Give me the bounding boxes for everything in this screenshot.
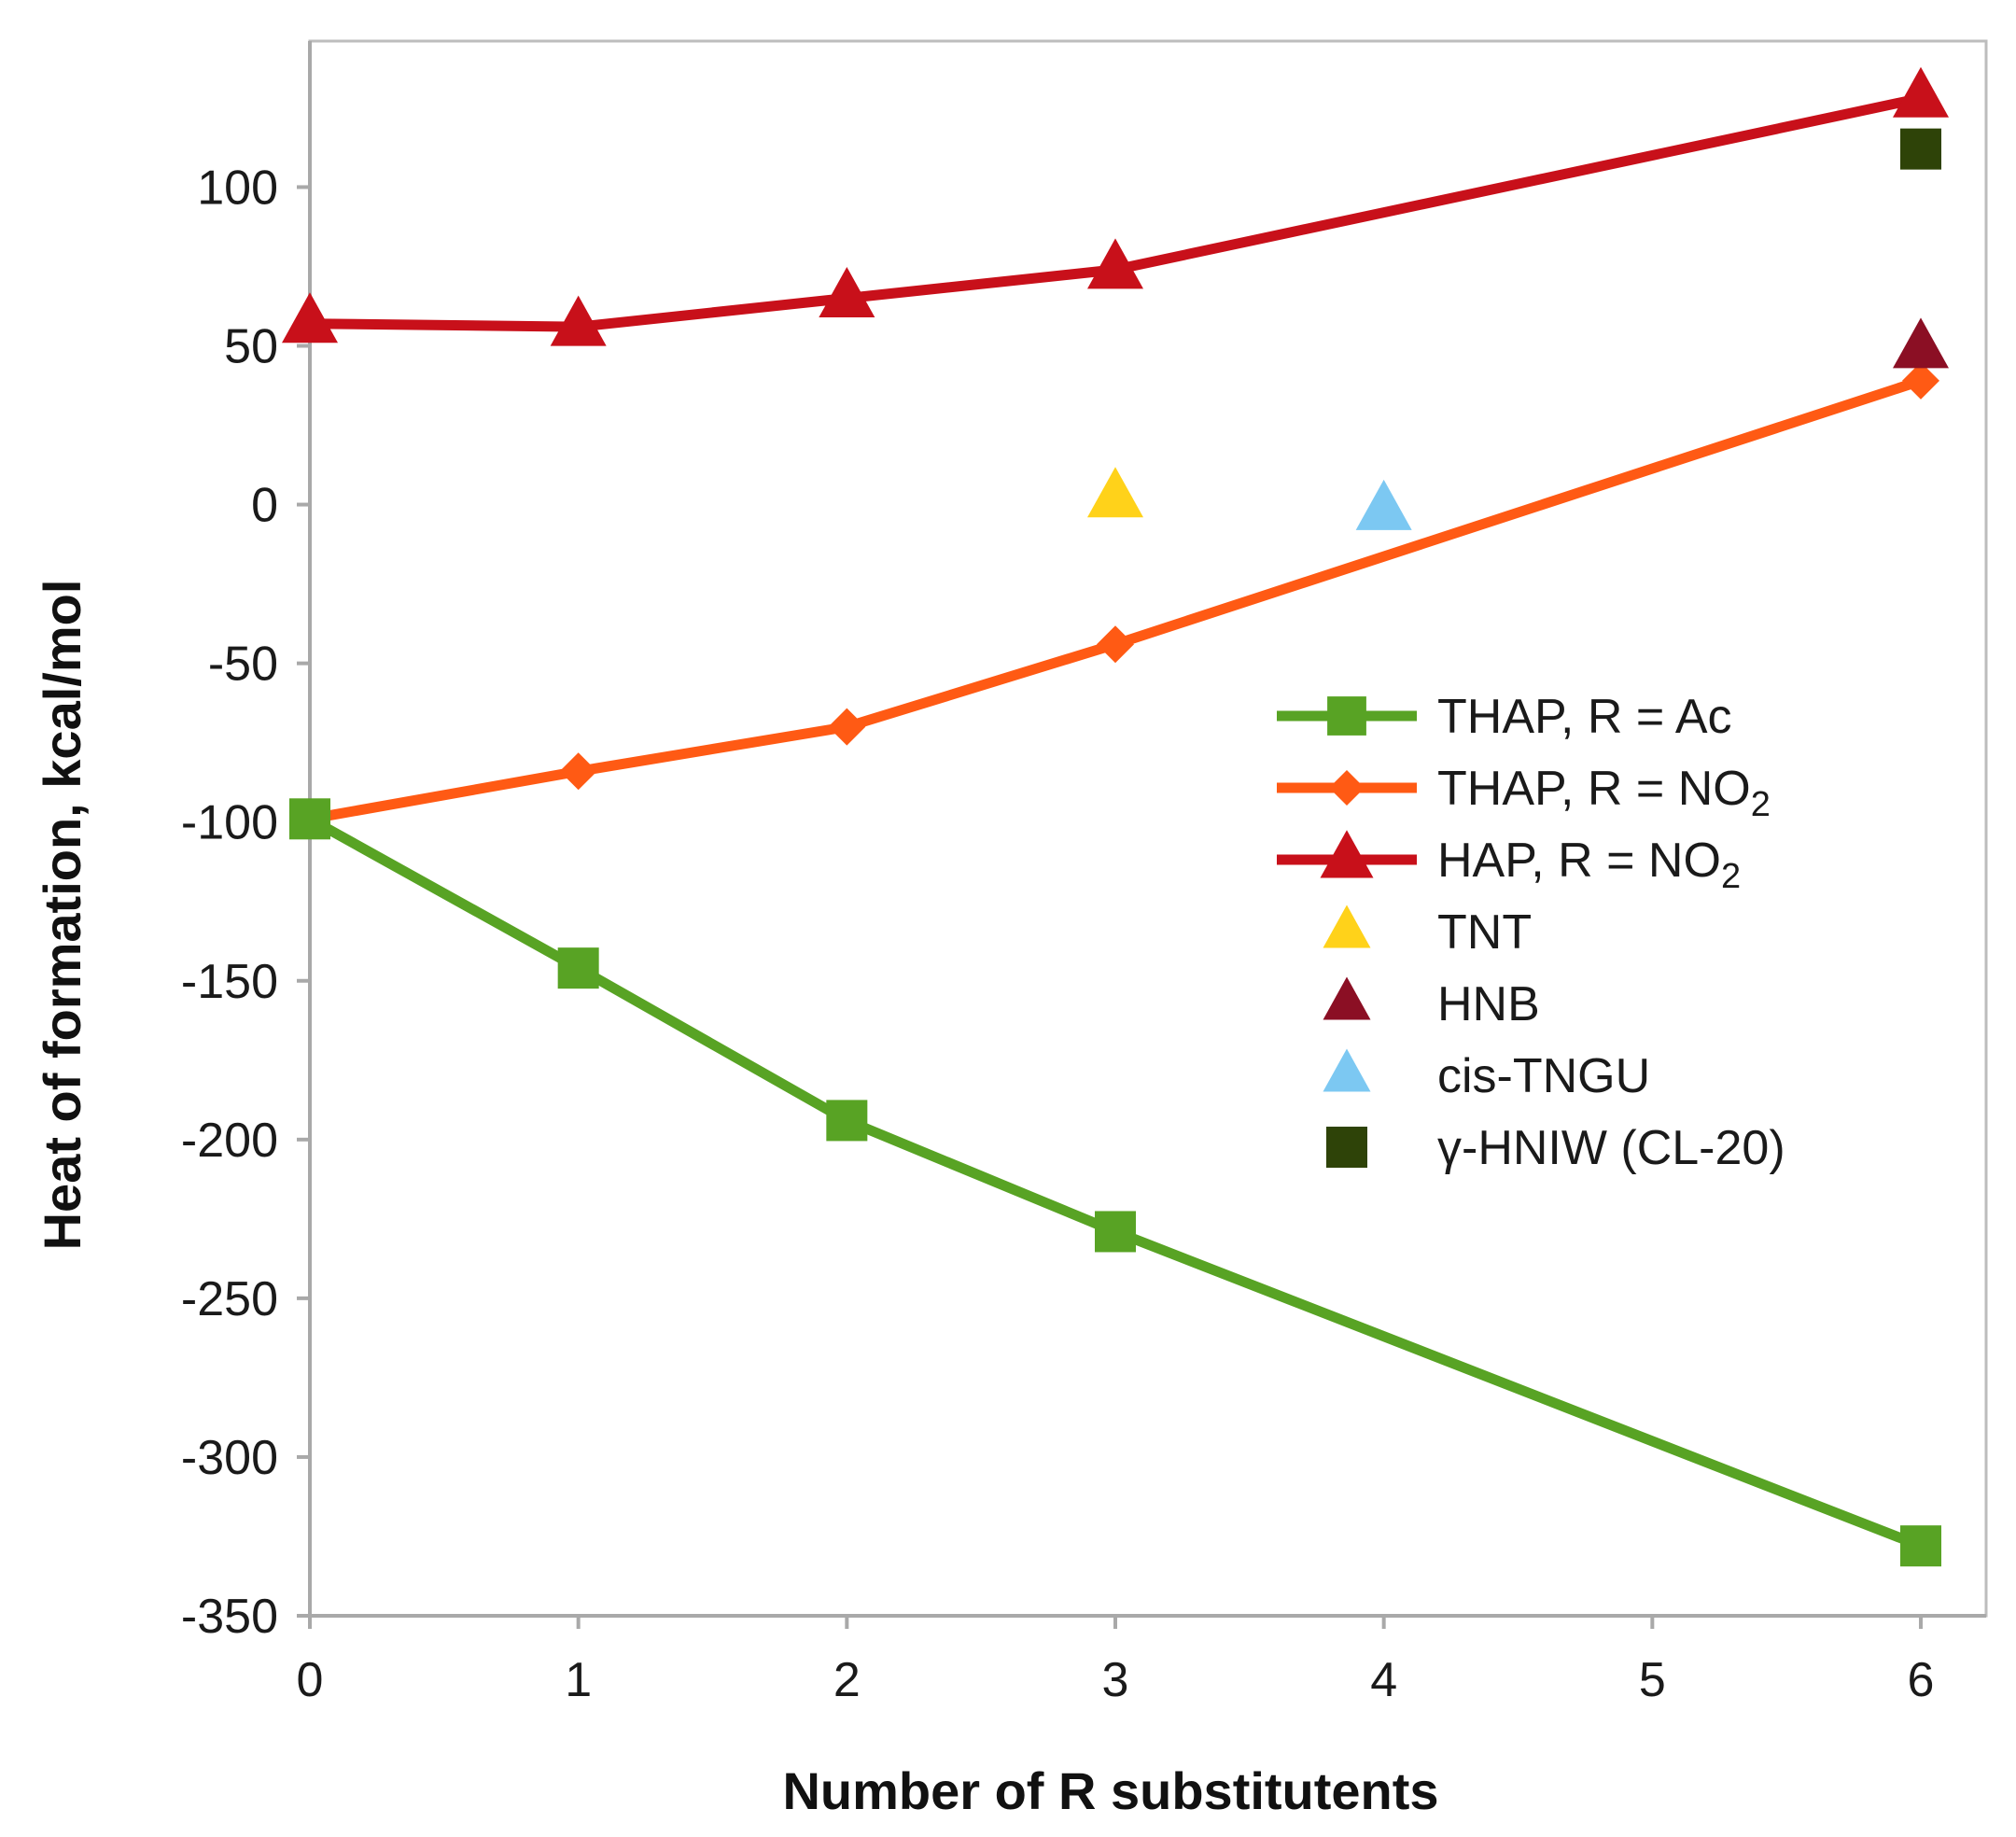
y-tick-label: 50 xyxy=(224,320,278,374)
legend-symbol xyxy=(1329,770,1365,806)
axis-ticks: 100 50 0 -50 -100 -150 -200 -250 -300 -350 0 1 2 3 4 5 6 xyxy=(181,161,1935,1707)
x-tick-label: 3 xyxy=(1102,1653,1129,1707)
data-point xyxy=(1900,1525,1941,1567)
data-point xyxy=(1902,361,1939,400)
data-point xyxy=(289,798,330,840)
legend-label: HAP, R = NO2 xyxy=(1437,834,1741,896)
legend-label: THAP, R = NO2 xyxy=(1437,762,1771,824)
y-tick-label: -250 xyxy=(181,1272,278,1326)
legend-label: cis-TNGU xyxy=(1437,1049,1650,1103)
series-line xyxy=(304,92,1926,332)
data-point xyxy=(819,267,875,318)
x-axis-title: Number of R substitutents xyxy=(782,1761,1438,1820)
series-thap-r-ac xyxy=(289,798,1941,1567)
data-point xyxy=(828,708,866,746)
data-point xyxy=(559,752,597,791)
data-point xyxy=(1087,467,1143,518)
x-tick-label: 5 xyxy=(1639,1653,1666,1707)
series-line xyxy=(304,375,1926,824)
data-point xyxy=(1095,1211,1136,1253)
legend-entry: γ-HNIW (CL-20) xyxy=(1326,1121,1785,1175)
x-tick-label: 0 xyxy=(297,1653,324,1707)
plot-border xyxy=(308,39,1988,1618)
series-line xyxy=(304,813,1926,1551)
data-point xyxy=(550,295,607,346)
x-tick-label: 1 xyxy=(565,1653,592,1707)
legend-symbol xyxy=(1323,904,1371,948)
legend-label: γ-HNIW (CL-20) xyxy=(1437,1121,1785,1175)
y-tick-label: -150 xyxy=(181,955,278,1009)
legend-entry: HNB xyxy=(1323,976,1540,1031)
data-point xyxy=(1900,128,1941,170)
legend-symbol xyxy=(1323,1048,1371,1092)
legend-entry: TNT xyxy=(1323,904,1532,960)
legend-symbol xyxy=(1320,830,1374,878)
data-point xyxy=(282,292,338,344)
legend-entry: cis-TNGU xyxy=(1323,1048,1650,1103)
series-layer xyxy=(282,66,1949,1567)
y-tick-label: -50 xyxy=(208,638,278,692)
legend-label: TNT xyxy=(1437,905,1532,960)
legend-symbol xyxy=(1327,696,1366,736)
x-tick-label: 2 xyxy=(833,1653,861,1707)
data-point xyxy=(826,1100,868,1142)
legend-entry: THAP, R = NO2 xyxy=(1277,762,1771,824)
data-point xyxy=(1087,238,1143,289)
data-point xyxy=(1097,625,1134,664)
y-tick-label: -200 xyxy=(181,1114,278,1168)
data-point xyxy=(557,947,599,989)
x-tick-label: 4 xyxy=(1370,1653,1397,1707)
data-point xyxy=(1893,66,1949,118)
y-tick-label: -350 xyxy=(181,1590,278,1644)
y-tick-label: -300 xyxy=(181,1431,278,1485)
series--hniw-cl-20- xyxy=(1900,128,1941,170)
legend-entry: HAP, R = NO2 xyxy=(1277,830,1741,896)
series-cis-tngu xyxy=(1355,479,1412,530)
legend-label: THAP, R = Ac xyxy=(1437,690,1732,744)
y-tick-label: -100 xyxy=(181,796,278,850)
legend-label: HNB xyxy=(1437,977,1540,1031)
data-point xyxy=(1893,317,1949,369)
series-hap-r-no2 xyxy=(282,66,1949,346)
legend: THAP, R = Ac THAP, R = NO2 HAP, R = NO2 TNT… xyxy=(1277,690,1785,1175)
x-tick-label: 6 xyxy=(1908,1653,1935,1707)
series-tnt xyxy=(1087,467,1143,518)
legend-symbol xyxy=(1323,976,1371,1020)
data-point xyxy=(1355,479,1412,530)
y-tick-label: 100 xyxy=(197,161,278,215)
legend-entry: THAP, R = Ac xyxy=(1277,690,1732,744)
plot-frame xyxy=(308,39,1988,1618)
legend-symbol xyxy=(1326,1127,1367,1168)
series-hnb xyxy=(1893,317,1949,369)
y-axis-title: Heat of formation, kcal/mol xyxy=(33,580,91,1251)
y-tick-label: 0 xyxy=(251,479,278,533)
